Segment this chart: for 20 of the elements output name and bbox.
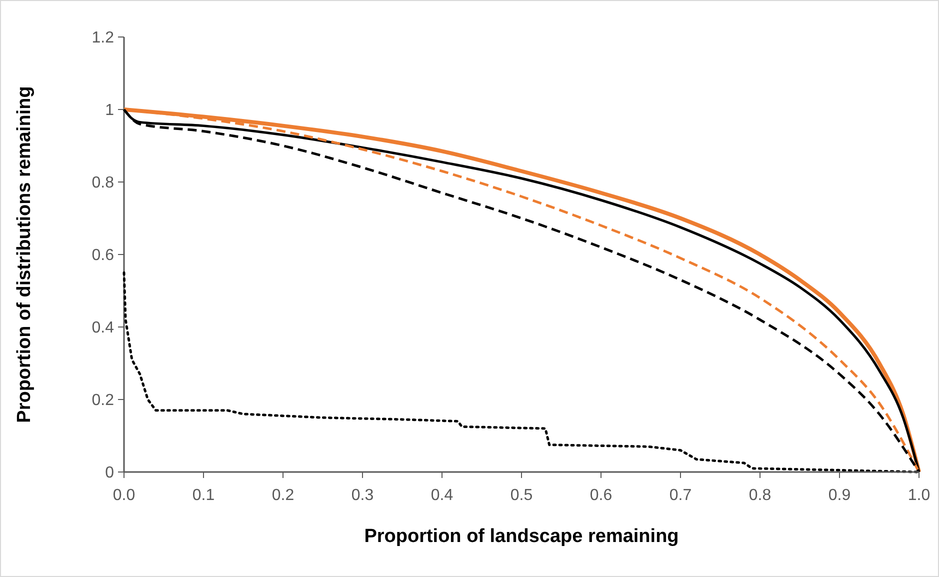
x-tick-label: 0.5 [510,487,533,504]
x-tick-label: 1.0 [908,487,930,504]
x-tick-label: 0.3 [351,487,374,504]
x-axis-title: Proportion of landscape remaining [364,526,679,547]
x-tick-label: 0.9 [828,487,851,504]
x-tick-label: 0.0 [112,487,136,504]
y-tick-label: 0.4 [92,320,114,337]
y-tick-label: 0 [105,464,114,482]
y-axis-title: Proportion of distributions remaining [14,86,35,423]
x-tick-label: 0.6 [590,487,612,504]
x-tick-label: 0.1 [192,487,215,504]
y-tick-label: 1 [105,102,114,120]
y-tick-label: 0.8 [92,174,114,192]
x-tick-label: 0.4 [430,487,454,504]
x-tick-label: 0.8 [748,487,772,504]
y-tick-label: 1.2 [92,30,114,47]
y-tick-label: 0.2 [92,392,114,410]
x-tick-label: 0.2 [272,487,294,504]
x-tick-label: 0.7 [669,487,692,504]
y-tick-label: 0.6 [92,247,114,264]
